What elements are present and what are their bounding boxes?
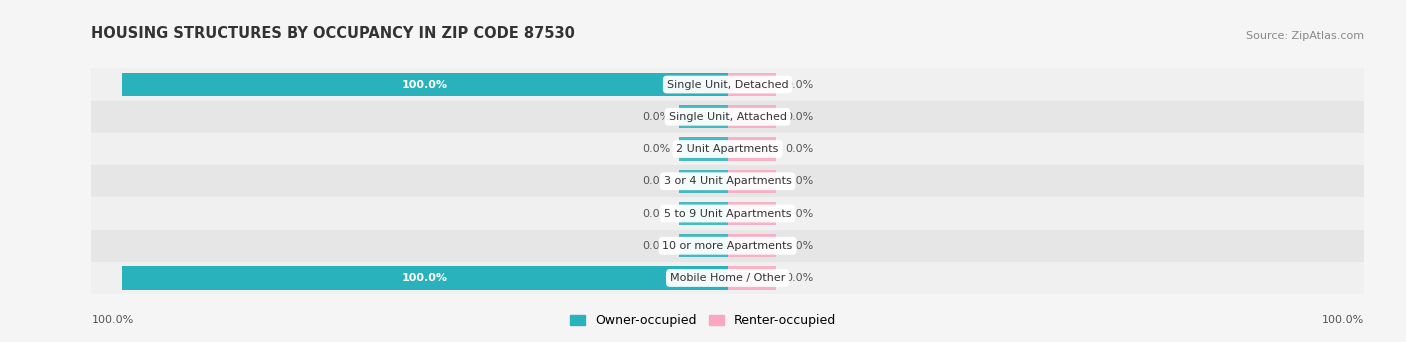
Bar [728,234,776,258]
Bar [679,105,728,128]
Text: 0.0%: 0.0% [641,112,671,122]
Bar [728,266,776,290]
Legend: Owner-occupied, Renter-occupied: Owner-occupied, Renter-occupied [565,309,841,332]
Text: 100.0%: 100.0% [91,315,134,325]
Text: 0.0%: 0.0% [785,80,814,90]
Bar [91,197,1364,229]
Text: HOUSING STRUCTURES BY OCCUPANCY IN ZIP CODE 87530: HOUSING STRUCTURES BY OCCUPANCY IN ZIP C… [91,26,575,41]
Bar [728,137,776,161]
Text: 0.0%: 0.0% [785,112,814,122]
Bar [122,73,728,96]
Bar [679,137,728,161]
Bar [679,202,728,225]
Text: 100.0%: 100.0% [402,80,447,90]
Bar [122,266,728,290]
Bar [91,68,1364,101]
Text: Mobile Home / Other: Mobile Home / Other [669,273,786,283]
Text: Single Unit, Attached: Single Unit, Attached [669,112,786,122]
Text: 2 Unit Apartments: 2 Unit Apartments [676,144,779,154]
Text: 0.0%: 0.0% [641,144,671,154]
Text: 0.0%: 0.0% [641,209,671,219]
Bar [728,73,776,96]
Text: 0.0%: 0.0% [641,176,671,186]
Text: 0.0%: 0.0% [785,209,814,219]
Text: 0.0%: 0.0% [785,273,814,283]
Text: 0.0%: 0.0% [785,144,814,154]
Bar [679,234,728,258]
Bar [91,101,1364,133]
Text: 5 to 9 Unit Apartments: 5 to 9 Unit Apartments [664,209,792,219]
Text: 0.0%: 0.0% [641,241,671,251]
Bar [91,133,1364,165]
Text: 100.0%: 100.0% [1322,315,1364,325]
Text: Single Unit, Detached: Single Unit, Detached [666,80,789,90]
Bar [91,165,1364,197]
Bar [91,229,1364,262]
Bar [679,170,728,193]
Bar [728,170,776,193]
Text: 100.0%: 100.0% [402,273,447,283]
Text: Source: ZipAtlas.com: Source: ZipAtlas.com [1246,31,1364,41]
Bar [728,105,776,128]
Text: 0.0%: 0.0% [785,176,814,186]
Text: 10 or more Apartments: 10 or more Apartments [662,241,793,251]
Text: 3 or 4 Unit Apartments: 3 or 4 Unit Apartments [664,176,792,186]
Text: 0.0%: 0.0% [785,241,814,251]
Bar [91,262,1364,294]
Bar [728,202,776,225]
